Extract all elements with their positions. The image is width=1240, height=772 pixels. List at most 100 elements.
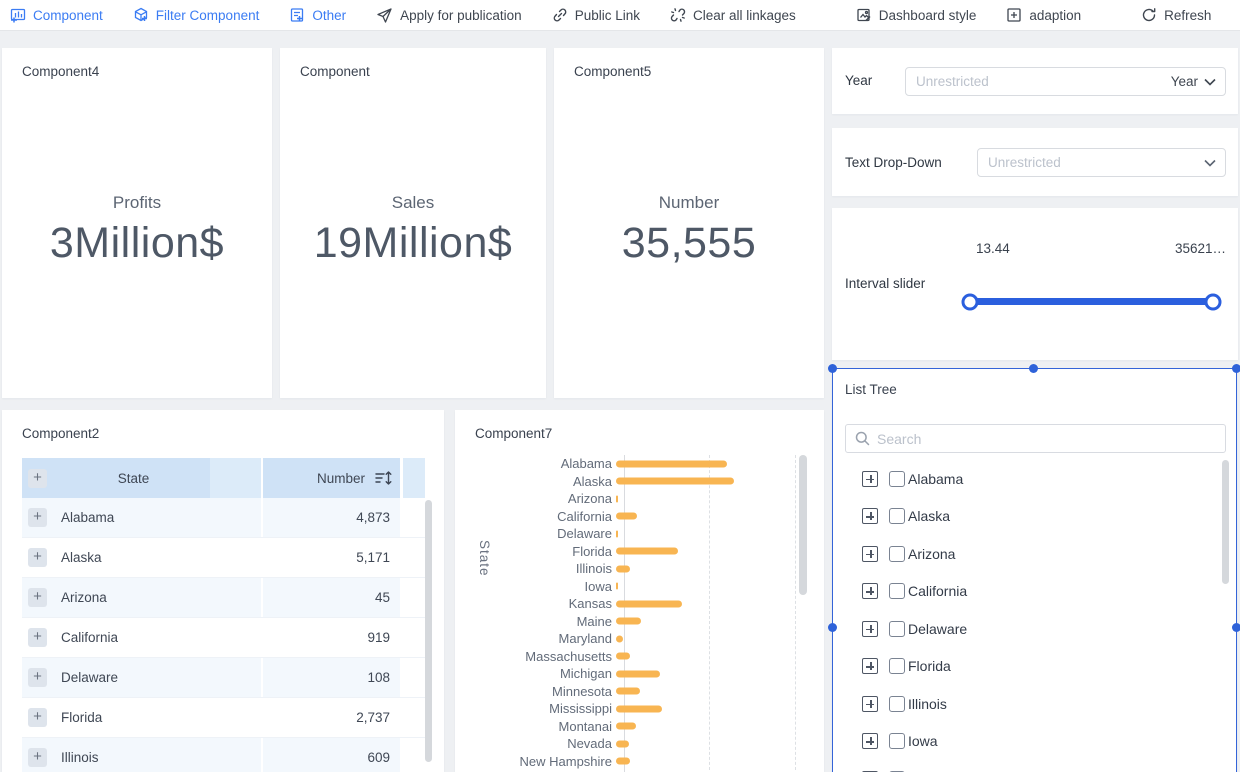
kpi-card-number[interactable]: Component5 Number 35,555: [554, 48, 824, 398]
tree-item-label: Florida: [908, 658, 951, 675]
state-value: Delaware: [61, 670, 119, 685]
component7-card[interactable]: Component7 State Alabama Alaska Arizona Cal…: [455, 410, 824, 772]
toolbar-item-label: Other: [312, 7, 347, 23]
chart-row: New Hampshire: [455, 753, 824, 771]
kpi-label: Profits: [112, 193, 162, 212]
expand-node-icon[interactable]: [862, 508, 878, 525]
expand-row-icon[interactable]: +: [28, 708, 47, 727]
table-row[interactable]: + Alaska 5,171: [22, 538, 425, 578]
tree-search-input[interactable]: [877, 430, 1225, 447]
tree-item[interactable]: California: [845, 573, 1224, 611]
expand-node-icon[interactable]: [862, 658, 878, 675]
refresh-button[interactable]: Refresh: [1141, 7, 1211, 23]
number-value: 2,737: [356, 710, 390, 725]
expand-row-icon[interactable]: +: [28, 748, 47, 767]
kpi-card-sales[interactable]: Component Sales 19Million$: [280, 48, 546, 398]
bar: [616, 477, 734, 485]
slider-handle-min[interactable]: [961, 293, 979, 310]
state-value: Florida: [61, 710, 103, 725]
expand-node-icon[interactable]: [862, 770, 878, 772]
table-row[interactable]: + California 919: [22, 618, 425, 658]
bar-track: [616, 525, 787, 543]
selection-handle-top-left[interactable]: [828, 364, 837, 373]
toolbar-filter-component-button[interactable]: Filter Component: [133, 7, 259, 23]
expand-row-icon[interactable]: +: [28, 508, 47, 527]
expand-node-icon[interactable]: [862, 695, 878, 712]
node-checkbox[interactable]: [889, 658, 905, 675]
tree-search-box[interactable]: [845, 424, 1226, 453]
clear-all-linkages-button[interactable]: Clear all linkages: [670, 7, 796, 23]
table-row[interactable]: + Delaware 108: [22, 658, 425, 698]
tree-item[interactable]: Illinois: [845, 685, 1224, 723]
chart-scrollbar-thumb[interactable]: [799, 455, 807, 595]
node-checkbox[interactable]: [889, 470, 905, 487]
slider-handle-max[interactable]: [1204, 293, 1222, 310]
table-row[interactable]: + Arizona 45: [22, 578, 425, 618]
selection-handle-mid-left[interactable]: [828, 623, 837, 632]
chart-row: Kansas: [455, 595, 824, 613]
table-row[interactable]: + Alabama 4,873: [22, 498, 425, 538]
adaption-icon: [1006, 7, 1022, 23]
tree-item[interactable]: Florida: [845, 648, 1224, 686]
tree-item[interactable]: Delaware: [845, 610, 1224, 648]
expand-node-icon[interactable]: [862, 733, 878, 750]
component2-card[interactable]: Component2 + State Number: [2, 410, 444, 772]
toolbar-other-button[interactable]: Other: [289, 7, 346, 23]
expand-row-icon[interactable]: +: [28, 668, 47, 687]
node-checkbox[interactable]: [889, 733, 905, 750]
selection-handle-top-mid[interactable]: [1029, 364, 1038, 373]
state-value: Illinois: [61, 750, 99, 765]
tree-item-label: Delaware: [908, 620, 968, 637]
public-link-button[interactable]: Public Link: [552, 7, 640, 23]
bar: [616, 600, 683, 608]
tree-item[interactable]: Alaska: [845, 498, 1224, 536]
expand-node-icon[interactable]: [862, 470, 878, 487]
expand-all-icon[interactable]: +: [28, 468, 47, 488]
card-title: Component: [300, 64, 370, 79]
number-column-header[interactable]: Number: [263, 458, 400, 498]
link-icon: [552, 7, 568, 23]
apply-for-publication-button[interactable]: Apply for publication: [376, 7, 522, 24]
tree-scrollbar-thumb[interactable]: [1222, 460, 1229, 584]
tree-item[interactable]: Iowa: [845, 723, 1224, 761]
slider-track[interactable]: [961, 293, 1222, 310]
year-filter-input[interactable]: Year: [905, 67, 1226, 96]
dashboard-style-button[interactable]: Dashboard style: [856, 7, 976, 23]
table-row[interactable]: + Illinois 609: [22, 738, 425, 772]
year-input[interactable]: [906, 74, 1171, 89]
expand-node-icon[interactable]: [862, 620, 878, 637]
tree-item[interactable]: Arizona: [845, 535, 1224, 573]
sort-both-icon[interactable]: [375, 471, 392, 485]
table-row[interactable]: + Florida 2,737: [22, 698, 425, 738]
expand-row-icon[interactable]: +: [28, 588, 47, 607]
expand-node-icon[interactable]: [862, 545, 878, 562]
list-tree-card[interactable]: List Tree Alabama Alaska Arizona California…: [828, 364, 1240, 772]
bar-track: [616, 578, 787, 596]
kpi-card-profits[interactable]: Component4 Profits 3Million$: [2, 48, 272, 398]
node-checkbox[interactable]: [889, 545, 905, 562]
node-checkbox[interactable]: [889, 695, 905, 712]
tree-item[interactable]: [845, 760, 1224, 772]
chart-row: Minnesota: [455, 683, 824, 701]
axis-tick-label: Alabama: [560, 456, 612, 472]
node-checkbox[interactable]: [889, 583, 905, 600]
table-scrollbar-thumb[interactable]: [425, 500, 432, 762]
text-dropdown-select[interactable]: Unrestricted: [977, 148, 1226, 177]
tree-list: Alabama Alaska Arizona California Delaware Fl…: [845, 460, 1224, 772]
expand-row-icon[interactable]: +: [28, 548, 47, 567]
state-cell: + Alabama: [22, 498, 261, 537]
bar: [616, 757, 631, 765]
node-checkbox[interactable]: [889, 620, 905, 637]
adaption-button[interactable]: adaption: [1006, 7, 1081, 23]
expand-row-icon[interactable]: +: [28, 628, 47, 647]
toolbar-component-button[interactable]: Component: [10, 7, 103, 23]
tree-item[interactable]: Alabama: [845, 460, 1224, 498]
selection-handle-mid-right[interactable]: [1232, 623, 1240, 632]
year-suffix[interactable]: Year: [1171, 74, 1225, 89]
kpi-value: 3Million$: [49, 219, 225, 267]
card-title: Component2: [22, 426, 100, 441]
node-checkbox[interactable]: [889, 770, 905, 772]
node-checkbox[interactable]: [889, 508, 905, 525]
expand-node-icon[interactable]: [862, 583, 878, 600]
selection-handle-top-right[interactable]: [1232, 364, 1240, 373]
